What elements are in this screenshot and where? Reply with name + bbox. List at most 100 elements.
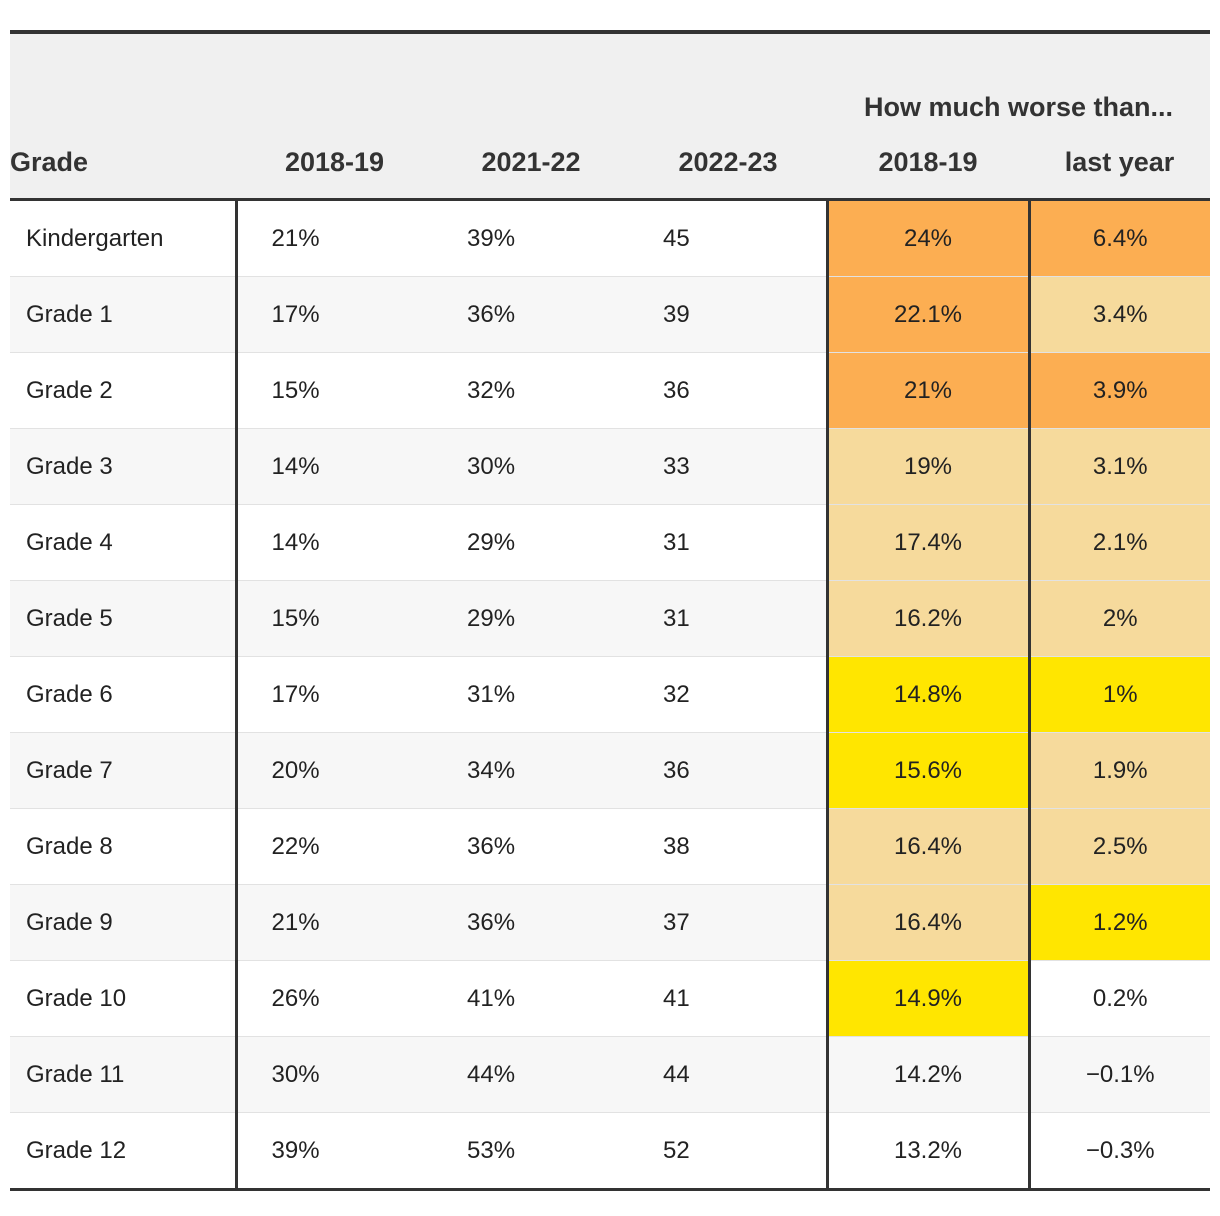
cell-worse-than-2018-19: 19% xyxy=(827,428,1031,505)
cell-grade: Grade 8 xyxy=(10,808,238,885)
cell-2022-23: 41 xyxy=(629,960,829,1037)
cell-worse-than-last-year: 1.2% xyxy=(1029,884,1211,961)
cell-2018-19: 30% xyxy=(236,1036,433,1113)
table-row: Grade 11 30% 44% 44 14.2% −0.1% xyxy=(10,1036,1211,1113)
table-row: Grade 1 17% 36% 39 22.1% 3.4% xyxy=(10,276,1211,353)
col-header-grade: Grade xyxy=(10,126,236,201)
table-row: Grade 8 22% 36% 38 16.4% 2.5% xyxy=(10,808,1211,885)
cell-2018-19: 15% xyxy=(236,580,433,657)
cell-2022-23: 52 xyxy=(629,1112,829,1191)
cell-worse-than-last-year: 3.9% xyxy=(1029,352,1211,429)
cell-worse-than-2018-19: 14.2% xyxy=(827,1036,1031,1113)
cell-2018-19: 15% xyxy=(236,352,433,429)
cell-grade: Kindergarten xyxy=(10,199,238,277)
cell-2022-23: 33 xyxy=(629,428,829,505)
cell-2018-19: 39% xyxy=(236,1112,433,1191)
header-group-row: How much worse than... xyxy=(10,30,1211,126)
cell-2021-22: 36% xyxy=(433,884,629,961)
cell-2022-23: 44 xyxy=(629,1036,829,1113)
cell-2018-19: 26% xyxy=(236,960,433,1037)
table-row: Grade 7 20% 34% 36 15.6% 1.9% xyxy=(10,732,1211,809)
cell-worse-than-2018-19: 21% xyxy=(827,352,1031,429)
cell-worse-than-last-year: 2.5% xyxy=(1029,808,1211,885)
cell-2022-23: 37 xyxy=(629,884,829,961)
cell-2022-23: 31 xyxy=(629,504,829,581)
cell-worse-than-2018-19: 17.4% xyxy=(827,504,1031,581)
cell-2021-22: 36% xyxy=(433,808,629,885)
cell-grade: Grade 7 xyxy=(10,732,238,809)
cell-grade: Grade 9 xyxy=(10,884,238,961)
cell-worse-than-2018-19: 14.8% xyxy=(827,656,1031,733)
cell-worse-than-last-year: 3.4% xyxy=(1029,276,1211,353)
cell-2022-23: 38 xyxy=(629,808,829,885)
table-body: Kindergarten 21% 39% 45 24% 6.4% Grade 1 17% 36%… xyxy=(10,199,1211,1191)
cell-worse-than-last-year: 1.9% xyxy=(1029,732,1211,809)
table-row: Grade 6 17% 31% 32 14.8% 1% xyxy=(10,656,1211,733)
cell-worse-than-2018-19: 24% xyxy=(827,199,1031,277)
cell-2018-19: 21% xyxy=(236,199,433,277)
table-row: Grade 5 15% 29% 31 16.2% 2% xyxy=(10,580,1211,657)
cell-2021-22: 29% xyxy=(433,504,629,581)
cell-2021-22: 44% xyxy=(433,1036,629,1113)
cell-2021-22: 53% xyxy=(433,1112,629,1191)
cell-grade: Grade 5 xyxy=(10,580,238,657)
school-absence-table: How much worse than... Grade 2018-19 202… xyxy=(10,30,1211,1191)
col-header-2018-19: 2018-19 xyxy=(236,126,433,201)
col-header-worse-than-2018-19: 2018-19 xyxy=(827,126,1029,201)
table-row: Grade 2 15% 32% 36 21% 3.9% xyxy=(10,352,1211,429)
cell-2018-19: 22% xyxy=(236,808,433,885)
cell-grade: Grade 10 xyxy=(10,960,238,1037)
header-spacer xyxy=(10,30,827,126)
cell-grade: Grade 2 xyxy=(10,352,238,429)
cell-worse-than-2018-19: 22.1% xyxy=(827,276,1031,353)
table-row: Grade 10 26% 41% 41 14.9% 0.2% xyxy=(10,960,1211,1037)
col-header-worse-than-last-year: last year xyxy=(1029,126,1211,201)
cell-2018-19: 17% xyxy=(236,276,433,353)
cell-worse-than-last-year: 1% xyxy=(1029,656,1211,733)
cell-2021-22: 39% xyxy=(433,199,629,277)
cell-worse-than-2018-19: 16.4% xyxy=(827,808,1031,885)
cell-worse-than-2018-19: 13.2% xyxy=(827,1112,1031,1191)
col-header-2021-22: 2021-22 xyxy=(433,126,629,201)
cell-worse-than-last-year: 0.2% xyxy=(1029,960,1211,1037)
cell-worse-than-2018-19: 16.2% xyxy=(827,580,1031,657)
cell-2021-22: 32% xyxy=(433,352,629,429)
cell-worse-than-last-year: −0.1% xyxy=(1029,1036,1211,1113)
cell-2018-19: 14% xyxy=(236,504,433,581)
cell-2022-23: 32 xyxy=(629,656,829,733)
table-row: Grade 12 39% 53% 52 13.2% −0.3% xyxy=(10,1112,1211,1191)
cell-2018-19: 14% xyxy=(236,428,433,505)
group-header-how-much-worse: How much worse than... xyxy=(827,30,1211,126)
cell-2022-23: 36 xyxy=(629,732,829,809)
table-row: Grade 9 21% 36% 37 16.4% 1.2% xyxy=(10,884,1211,961)
cell-grade: Grade 1 xyxy=(10,276,238,353)
cell-worse-than-last-year: 3.1% xyxy=(1029,428,1211,505)
cell-grade: Grade 4 xyxy=(10,504,238,581)
cell-grade: Grade 3 xyxy=(10,428,238,505)
cell-2021-22: 30% xyxy=(433,428,629,505)
table-row: Grade 3 14% 30% 33 19% 3.1% xyxy=(10,428,1211,505)
cell-worse-than-last-year: −0.3% xyxy=(1029,1112,1211,1191)
cell-2022-23: 36 xyxy=(629,352,829,429)
cell-worse-than-2018-19: 15.6% xyxy=(827,732,1031,809)
cell-2018-19: 21% xyxy=(236,884,433,961)
cell-2021-22: 36% xyxy=(433,276,629,353)
cell-worse-than-2018-19: 14.9% xyxy=(827,960,1031,1037)
cell-2022-23: 31 xyxy=(629,580,829,657)
cell-2022-23: 45 xyxy=(629,199,829,277)
cell-2021-22: 34% xyxy=(433,732,629,809)
table-row: Grade 4 14% 29% 31 17.4% 2.1% xyxy=(10,504,1211,581)
table-row: Kindergarten 21% 39% 45 24% 6.4% xyxy=(10,199,1211,277)
cell-2021-22: 29% xyxy=(433,580,629,657)
cell-2021-22: 41% xyxy=(433,960,629,1037)
cell-2018-19: 17% xyxy=(236,656,433,733)
cell-grade: Grade 6 xyxy=(10,656,238,733)
cell-worse-than-2018-19: 16.4% xyxy=(827,884,1031,961)
cell-grade: Grade 11 xyxy=(10,1036,238,1113)
cell-worse-than-last-year: 6.4% xyxy=(1029,199,1211,277)
cell-worse-than-last-year: 2% xyxy=(1029,580,1211,657)
cell-2022-23: 39 xyxy=(629,276,829,353)
col-header-2022-23: 2022-23 xyxy=(629,126,827,201)
header-columns-row: Grade 2018-19 2021-22 2022-23 2018-19 la… xyxy=(10,126,1211,201)
cell-worse-than-last-year: 2.1% xyxy=(1029,504,1211,581)
